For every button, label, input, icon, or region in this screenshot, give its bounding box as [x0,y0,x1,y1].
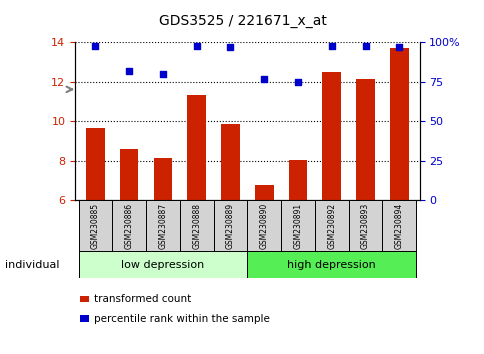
Text: GSM230892: GSM230892 [327,202,335,249]
FancyBboxPatch shape [247,251,415,278]
Text: individual: individual [5,259,59,270]
FancyBboxPatch shape [180,200,213,251]
Text: GDS3525 / 221671_x_at: GDS3525 / 221671_x_at [158,14,326,28]
Point [260,76,268,81]
FancyBboxPatch shape [247,200,281,251]
Point [394,44,402,50]
Text: GSM230888: GSM230888 [192,203,201,249]
Text: GSM230886: GSM230886 [124,202,134,249]
Point [361,43,369,48]
Bar [255,185,273,200]
Bar [389,48,408,200]
Text: low depression: low depression [121,259,204,270]
Text: percentile rank within the sample: percentile rank within the sample [93,314,269,324]
FancyBboxPatch shape [213,200,247,251]
Point [91,43,99,48]
Point [159,71,166,77]
Text: GSM230890: GSM230890 [259,202,268,249]
Text: high depression: high depression [287,259,376,270]
Text: transformed count: transformed count [93,294,191,304]
FancyBboxPatch shape [348,200,381,251]
Text: GSM230889: GSM230889 [226,202,234,249]
Bar [221,124,239,200]
Point [293,79,301,85]
Text: GSM230893: GSM230893 [360,202,369,249]
Point [226,44,234,50]
FancyBboxPatch shape [78,200,112,251]
Bar [86,128,105,200]
FancyBboxPatch shape [314,200,348,251]
Bar [355,79,374,200]
FancyBboxPatch shape [281,200,314,251]
Bar [322,72,340,200]
Point [193,43,200,48]
Bar [153,158,172,200]
Text: GSM230887: GSM230887 [158,202,167,249]
Bar [288,160,307,200]
Text: GSM230894: GSM230894 [394,202,403,249]
Bar [187,95,206,200]
Bar [120,149,138,200]
FancyBboxPatch shape [78,251,247,278]
FancyBboxPatch shape [112,200,146,251]
Text: GSM230885: GSM230885 [91,202,100,249]
FancyBboxPatch shape [146,200,180,251]
FancyBboxPatch shape [381,200,415,251]
Text: GSM230891: GSM230891 [293,202,302,249]
Point [125,68,133,74]
Point [327,43,335,48]
